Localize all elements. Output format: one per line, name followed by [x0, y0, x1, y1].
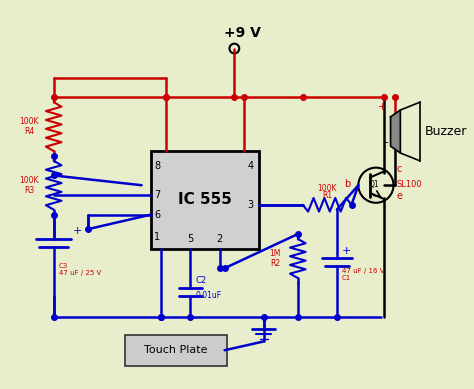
Text: 0.01uF: 0.01uF — [195, 291, 221, 300]
Text: +: + — [378, 102, 388, 112]
Text: 2: 2 — [217, 234, 223, 244]
FancyBboxPatch shape — [125, 335, 227, 366]
Text: 1M
R2: 1M R2 — [269, 249, 280, 268]
Text: Q1: Q1 — [369, 180, 379, 189]
Text: 4: 4 — [248, 161, 254, 171]
Text: c: c — [396, 163, 402, 173]
Text: 5: 5 — [187, 234, 193, 244]
Text: 47 uF / 16 V
C1: 47 uF / 16 V C1 — [342, 268, 384, 281]
Text: 100K
R3: 100K R3 — [19, 175, 39, 195]
Text: R1: R1 — [322, 191, 332, 200]
Text: 8: 8 — [154, 161, 160, 171]
Text: Touch Plate: Touch Plate — [144, 345, 208, 355]
Text: 1: 1 — [154, 232, 160, 242]
Text: e: e — [396, 191, 402, 201]
Text: IC 555: IC 555 — [178, 193, 232, 207]
Polygon shape — [391, 110, 401, 153]
Text: b: b — [344, 179, 351, 189]
Text: Buzzer: Buzzer — [425, 125, 467, 138]
Text: 6: 6 — [154, 210, 160, 219]
Text: C2: C2 — [195, 276, 206, 285]
Text: +9 V: +9 V — [224, 26, 261, 40]
Text: 100K: 100K — [318, 184, 337, 193]
Text: 7: 7 — [154, 190, 161, 200]
FancyBboxPatch shape — [151, 151, 259, 249]
Text: SL100: SL100 — [396, 180, 422, 189]
Text: -: - — [383, 136, 388, 149]
Text: C3
47 uF / 25 V: C3 47 uF / 25 V — [59, 263, 101, 276]
Text: 3: 3 — [248, 200, 254, 210]
Text: +: + — [342, 245, 351, 256]
Text: +: + — [73, 226, 82, 236]
Text: 100K
R4: 100K R4 — [19, 117, 39, 136]
